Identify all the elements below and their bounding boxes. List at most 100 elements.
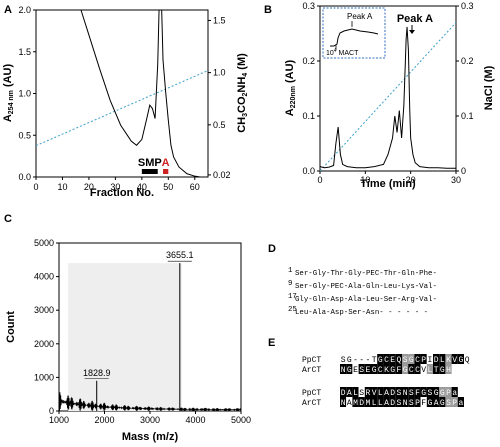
panel-a-ytick-label: 1.5	[18, 47, 31, 57]
panel-e-residue-cell	[451, 387, 458, 397]
panel-e-residue-cell	[389, 397, 396, 407]
panel-e-residue-letter: R	[365, 389, 370, 398]
panel-e-species-label: PpCT	[302, 356, 321, 365]
panel-e-residue-cell	[377, 387, 384, 397]
panel-a-ytick-label: 2.0	[18, 5, 31, 15]
panel-b-ylabel: A220nm (AU)	[284, 59, 297, 116]
panel-b-peak-arrowhead	[409, 30, 415, 34]
panel-e-residue-cell	[408, 397, 415, 407]
panel-e-residue-letter: D	[359, 399, 364, 408]
panel-e-residue-letter: Q	[465, 356, 470, 365]
panel-e-residue-letter: G	[421, 389, 426, 398]
panel-e-residue-cell	[439, 387, 446, 397]
panel-a-ytick-label: 1.0	[18, 89, 31, 99]
panel-a-absorbance-trace	[80, 9, 201, 178]
panel-e-residue-cell	[451, 354, 458, 364]
panel-b: B 0 10 20 30 0.0 0.1 0.2 0.3 0 0.1 0.2 0.3 Peak A P…	[264, 1, 495, 190]
panel-e-residue-cell	[352, 364, 359, 374]
panel-e-residue-cell	[445, 397, 452, 407]
panel-e-residue-letter: N	[341, 399, 346, 408]
panel-c-peak-label: 1828.9	[83, 368, 111, 378]
panel-e-residue-cell	[364, 397, 371, 407]
panel-e-residue-letter: S	[403, 356, 408, 365]
panel-a-xtick-label: 30	[110, 182, 120, 192]
panel-e-residue-letter: G	[440, 399, 445, 408]
panel-e-residue-letter: F	[396, 366, 401, 375]
panel-a-y2tick-label: 0.02	[213, 170, 231, 180]
panel-a-fraction-label-smp: SMP	[138, 157, 162, 169]
panel-e-residue-letter: E	[365, 366, 370, 375]
panel-e-residue-letter: V	[421, 366, 426, 375]
panel-e-residue-letter: G	[390, 366, 395, 375]
panel-e-residue-letter: P	[421, 356, 426, 365]
panel-e-residue-cell	[464, 354, 471, 364]
panel-e-residue-letter: E	[353, 366, 358, 375]
panel-e-residue-cell	[340, 387, 347, 397]
panel-e-residue-cell	[408, 364, 415, 374]
panel-e-residue-cell	[433, 387, 440, 397]
panel-e-species-label: ArCT	[302, 366, 321, 375]
panel-c-ytick-label: 5000	[34, 238, 54, 248]
panel-e-residue-letter: N	[403, 399, 408, 408]
panel-e-residue-letter: Q	[396, 356, 401, 365]
panel-b-y2label: NaCl (M)	[483, 65, 495, 110]
panel-e-residue-cell	[402, 354, 409, 364]
panel-e-residue-letter: S	[409, 399, 414, 408]
panel-e-residue-cell	[414, 364, 421, 374]
panel-d-residue-number: 17	[288, 293, 297, 301]
panel-c-ytick-label: 2000	[34, 339, 54, 349]
panel-d: D 1 Ser-Gly-Thr-Gly-PEC-Thr-Gln-Phe-9 Ser-…	[268, 243, 437, 317]
panel-e-residue-letter: C	[378, 366, 383, 375]
panel-e-residue-letter: T	[434, 366, 439, 375]
panel-e-residue-cell	[364, 387, 371, 397]
panel-e-residue-letter: G	[434, 389, 439, 398]
panel-e-residue-letter: L	[427, 366, 432, 375]
panel-e-residue-letter: a	[458, 399, 463, 408]
panel-e-residue-cell	[346, 364, 353, 374]
panel-e-residue-letter: G	[458, 356, 463, 365]
panel-e-residue-letter: S	[396, 399, 401, 408]
panel-e-residue-letter: S	[446, 399, 451, 408]
panel-e-residue-letter: D	[390, 389, 395, 398]
panel-c-ticks: 1000 2000 3000 4000 500001000200030004000500…	[34, 238, 251, 425]
panel-e-residue-letter: P	[452, 399, 457, 408]
panel-e-species-label: ArCT	[302, 399, 321, 408]
panel-a-fraction-bar-a	[163, 169, 169, 174]
panel-c-peak-label: 3655.1	[166, 250, 194, 260]
panel-e-residue-cell	[457, 397, 464, 407]
panel-b-inset-mac-label: 104 MACT	[326, 48, 359, 57]
panel-e-residue-cell	[383, 364, 390, 374]
panel-a-xtick-label: 40	[137, 182, 147, 192]
panel-e-residue-letter: D	[434, 356, 439, 365]
panel-e-residue-cell	[402, 364, 409, 374]
panel-e-residue-letter: D	[341, 389, 346, 398]
panel-a-y2label: CH3CO2NH4 (M)	[236, 53, 249, 133]
panel-a-xtick-label: 0	[33, 182, 38, 192]
panel-e-residue-cell	[445, 387, 452, 397]
panel-e-residue-cell	[426, 354, 433, 364]
panel-e-residue-letter: P	[446, 389, 451, 398]
panel-e-residue-cell	[352, 387, 359, 397]
panel-e-residue-letter: S	[359, 366, 364, 375]
panel-e-residue-letter: G	[440, 389, 445, 398]
panel-e-residue-letter: N	[403, 389, 408, 398]
panel-e-residue-cell	[389, 364, 396, 374]
panel-c-xtick-label: 2000	[94, 415, 114, 425]
panel-e-residue-letter: D	[390, 399, 395, 408]
panel-a-frame	[35, 9, 209, 178]
panel-c-ylabel: Count	[5, 311, 17, 343]
panel-c-xlabel: Mass (m/z)	[122, 431, 179, 443]
panel-e-residue-letter: N	[341, 366, 346, 375]
panel-e-residue-letter: a	[452, 389, 457, 398]
panel-e-residue-cell	[426, 387, 433, 397]
panel-e-residue-cell	[445, 364, 452, 374]
panel-a-y2tick-label: 1.5	[213, 15, 226, 25]
panel-c-ytick-label: 3000	[34, 305, 54, 315]
panel-e-residue-cell	[414, 387, 421, 397]
panel-d-residue-number: 25	[288, 306, 297, 314]
panel-e-residue-cell	[383, 387, 390, 397]
panel-b-inset-trace	[330, 28, 379, 47]
panel-e-residue-letter: F	[415, 389, 420, 398]
